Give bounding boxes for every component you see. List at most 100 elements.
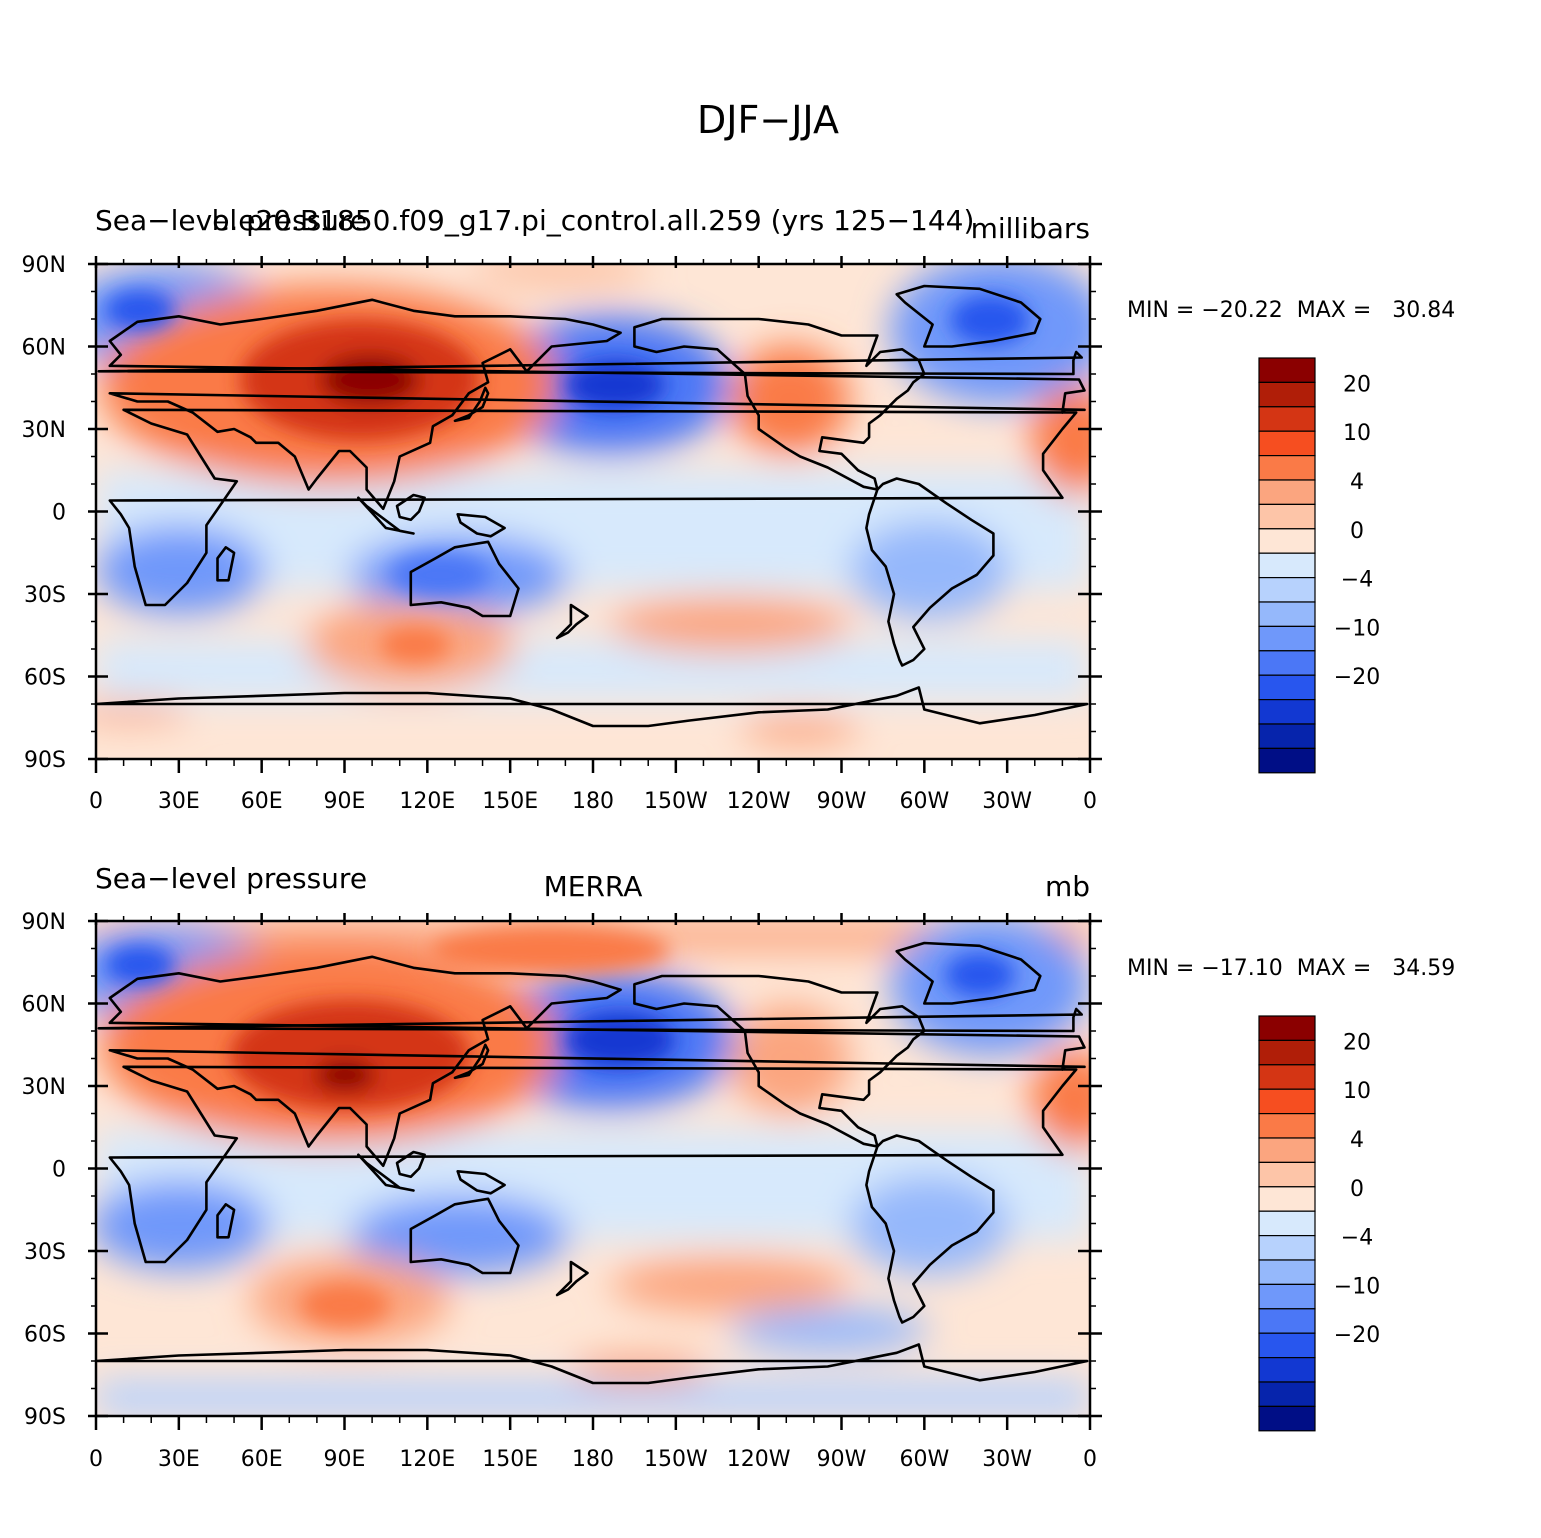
colorbar-swatch: [1258, 650, 1316, 676]
panel-2-stats: MIN = −17.10 MAX = 34.59: [1127, 956, 1455, 981]
lon-tick-label: 60E: [241, 1447, 283, 1472]
lon-tick-label: 0: [89, 789, 103, 814]
panel-1-slp-field: [96, 264, 1090, 759]
panel-1-stats: MIN = −20.22 MAX = 30.84: [1127, 298, 1455, 323]
panel-2-coastlines: [94, 941, 1089, 1385]
colorbar-swatch: [1258, 1112, 1316, 1139]
colorbar-swatch: [1258, 1161, 1316, 1188]
lat-tick-label: 90S: [24, 748, 66, 773]
panel-2-colorbar: 20 10 4 0 −4 −10 −20: [1258, 1015, 1380, 1432]
coastline: [456, 1170, 506, 1195]
coastline: [633, 317, 926, 491]
panel-1-ticks: 90N 60N 30N 0 30S 60S 90S 0 30E 60E 90E 120E 150E 180…: [22, 253, 1102, 814]
colorbar-swatch: [1258, 747, 1316, 774]
colorbar-swatch: [1258, 576, 1316, 603]
lon-tick-label: 60W: [899, 1447, 949, 1472]
coastline: [216, 1203, 236, 1239]
lon-tick-label: 90W: [817, 789, 867, 814]
lon-tick-label: 90E: [324, 1447, 366, 1472]
coastline: [633, 974, 926, 1148]
coastline: [555, 603, 589, 640]
colorbar-swatch: [1258, 455, 1316, 481]
lon-tick-label: 30E: [158, 1447, 200, 1472]
coastline: [456, 512, 506, 538]
colorbar-swatch: [1258, 1186, 1316, 1212]
colorbar-swatch: [1258, 1405, 1316, 1432]
coastline: [216, 545, 236, 582]
colorbar-label: 10: [1343, 1079, 1371, 1104]
coastline: [108, 408, 1078, 607]
lat-tick-label: 30N: [22, 418, 66, 443]
colorbar-swatch: [1258, 698, 1316, 725]
coastline: [409, 1197, 520, 1275]
colorbar-swatch: [1258, 528, 1316, 554]
coastline: [108, 1065, 1078, 1264]
colorbar-swatch: [1258, 1015, 1316, 1041]
colorbar-swatch: [1258, 1088, 1316, 1115]
lat-tick-label: 60N: [22, 336, 66, 361]
coastline: [895, 284, 1042, 348]
lon-tick-label: 180: [572, 1447, 614, 1472]
lat-tick-label: 90S: [24, 1405, 66, 1430]
figure-title: DJF−JJA: [697, 98, 839, 142]
lat-tick-label: 30S: [24, 1240, 66, 1265]
colorbar-label: −20: [1334, 665, 1380, 690]
lat-tick-label: 60S: [24, 666, 66, 691]
colorbar-swatch: [1258, 674, 1316, 701]
coastline: [453, 1043, 490, 1080]
colorbar-label: −4: [1341, 1226, 1373, 1251]
lon-tick-label: 150E: [482, 789, 538, 814]
lon-tick-label: 180: [572, 789, 614, 814]
lon-tick-label: 90E: [324, 789, 366, 814]
colorbar-swatch: [1258, 1137, 1316, 1163]
colorbar-swatch: [1258, 552, 1316, 579]
lat-tick-label: 0: [52, 1158, 66, 1183]
coastline: [108, 298, 1086, 511]
panel-1-colorbar: 20 10 4 0 −4 −10 −20: [1258, 357, 1380, 774]
coastline: [97, 350, 1083, 376]
lon-tick-label: 0: [1083, 789, 1097, 814]
panel-2-left-title: Sea−level pressure: [95, 862, 367, 895]
lon-tick-label: 120E: [399, 1447, 455, 1472]
lon-tick-label: 120W: [727, 1447, 791, 1472]
colorbar-swatch: [1258, 430, 1316, 457]
lon-tick-label: 150W: [644, 1447, 708, 1472]
colorbar-swatch: [1258, 601, 1316, 627]
panel-1-units: millibars: [971, 212, 1090, 245]
colorbar-swatch: [1258, 1308, 1316, 1334]
colorbar-label: 10: [1343, 421, 1371, 446]
colorbar-swatch: [1258, 1064, 1316, 1090]
colorbar-swatch: [1258, 1332, 1316, 1359]
coastline: [895, 941, 1042, 1005]
colorbar-swatch: [1258, 1234, 1316, 1261]
lon-tick-label: 150W: [644, 789, 708, 814]
panel-2-ticks: 90N 60N 30N 0 30S 60S 90S 0 30E 60E 90E 120E 150E 180…: [22, 910, 1102, 1472]
colorbar-label: 20: [1343, 372, 1371, 397]
coastline: [356, 496, 415, 535]
lon-tick-label: 120W: [727, 789, 791, 814]
colorbar-swatch: [1258, 357, 1316, 383]
colorbar-swatch: [1258, 503, 1316, 530]
colorbar-label: −10: [1334, 1274, 1380, 1299]
lat-tick-label: 90N: [22, 910, 66, 935]
colorbar-label: 0: [1350, 1177, 1364, 1202]
colorbar-label: 4: [1350, 1128, 1364, 1153]
lat-tick-label: 60S: [24, 1323, 66, 1348]
lon-tick-label: 30W: [982, 789, 1032, 814]
coastline: [94, 1343, 1089, 1385]
panel-1: b.e20.B1850.f09_g17.pi_control.all.259 (…: [22, 204, 1456, 814]
lat-tick-label: 60N: [22, 993, 66, 1018]
colorbar-swatch: [1258, 406, 1316, 432]
panel-1-left-title: Sea−level pressure: [95, 204, 367, 237]
panel-1-center-title: b.e20.B1850.f09_g17.pi_control.all.259 (…: [212, 204, 975, 237]
panel-2-center-title: MERRA: [544, 870, 643, 903]
coastline: [865, 477, 995, 667]
lon-tick-label: 0: [89, 1447, 103, 1472]
colorbar-swatch: [1258, 625, 1316, 652]
lon-tick-label: 60W: [899, 789, 949, 814]
colorbar-swatch: [1258, 381, 1316, 408]
colorbar-swatch: [1258, 1381, 1316, 1407]
lon-tick-label: 30E: [158, 789, 200, 814]
lon-tick-label: 90W: [817, 1447, 867, 1472]
